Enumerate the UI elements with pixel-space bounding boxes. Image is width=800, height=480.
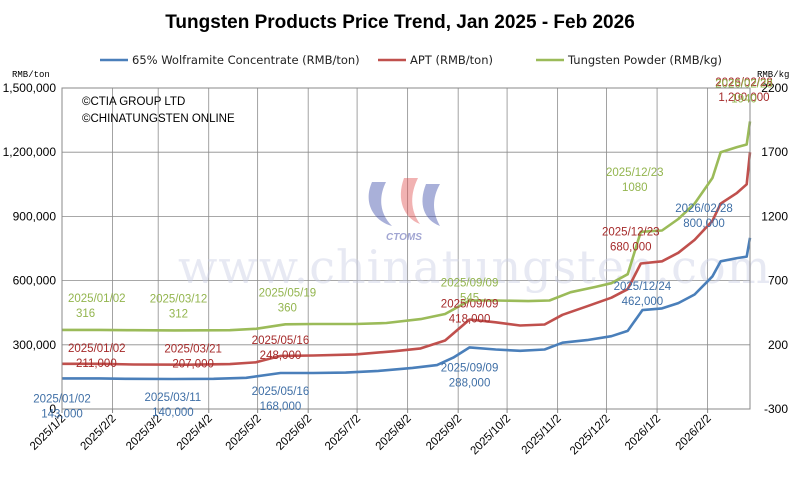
data-label-date: 2025/03/12 xyxy=(150,293,208,305)
data-label-date: 2025/09/09 xyxy=(441,362,499,374)
watermark-logo-right-mark xyxy=(422,184,440,226)
data-label-value: 545 xyxy=(460,293,479,305)
data-label-value: 360 xyxy=(278,302,297,314)
copyright-line-2: ©CHINATUNGSTEN ONLINE xyxy=(82,113,235,125)
data-label-value: 1080 xyxy=(622,182,648,194)
right-axis-tick-label: 700 xyxy=(768,274,788,288)
data-label-value: 316 xyxy=(76,308,95,320)
legend-label-wolframite: 65% Wolframite Concentrate (RMB/ton) xyxy=(132,53,360,67)
right-axis-tick-label: 1200 xyxy=(761,209,788,223)
data-label-value: 168,000 xyxy=(260,401,302,413)
data-label-value: 418,000 xyxy=(449,314,491,326)
data-label-date: 2025/05/16 xyxy=(252,386,310,398)
data-label-date: 2025/12/23 xyxy=(602,226,660,238)
right-axis-ticks: -300 200 700 1200 1700 2200 xyxy=(761,81,788,416)
left-axis-tick-label: 600,000 xyxy=(13,274,57,288)
watermark: CTOMS www.chinatungsten.com xyxy=(178,178,771,294)
watermark-logo-left-mark xyxy=(368,182,392,226)
data-label-value: 800,000 xyxy=(683,218,725,230)
data-label-value: 1,200,000 xyxy=(718,92,769,104)
chart-title: Tungsten Products Price Trend, Jan 2025 … xyxy=(165,12,635,33)
series-line-apt xyxy=(62,152,752,367)
legend: 65% Wolframite Concentrate (RMB/ton) APT… xyxy=(100,53,722,67)
right-axis-unit: RMB/kg xyxy=(757,70,789,80)
copyright-line-1: ©CTIA GROUP LTD xyxy=(82,96,185,108)
data-label-date: 2026/02/28 xyxy=(715,77,773,89)
data-label-date: 2026/02/28 xyxy=(675,203,733,215)
right-axis-tick-label: 200 xyxy=(768,338,788,352)
data-label-value: 248,000 xyxy=(260,350,302,362)
data-label-date: 2025/01/02 xyxy=(68,293,126,305)
data-label-date: 2025/12/23 xyxy=(606,167,664,179)
data-label-value: 211,000 xyxy=(76,358,117,370)
data-label-value: 140,000 xyxy=(152,407,194,419)
data-label-value: 1940 xyxy=(731,93,757,105)
watermark-logo: CTOMS xyxy=(368,178,440,243)
data-label-value: 462,000 xyxy=(622,296,664,308)
data-label-date: 2025/01/02 xyxy=(68,343,126,355)
watermark-text: www.chinatungsten.com xyxy=(178,240,771,294)
right-axis-tick-label: 1700 xyxy=(761,145,788,159)
right-axis-tick-label: 2200 xyxy=(761,81,788,95)
data-label-date: 2025/01/02 xyxy=(33,393,91,405)
data-label-date: 2025/12/24 xyxy=(614,281,672,293)
data-label-date: 2025/05/16 xyxy=(252,335,310,347)
legend-label-tungsten-powder: Tungsten Powder (RMB/kg) xyxy=(567,53,722,67)
legend-label-apt: APT (RMB/ton) xyxy=(410,53,493,67)
watermark-logo-center-mark xyxy=(400,178,420,224)
left-axis-unit: RMB/ton xyxy=(12,70,50,80)
data-label-value: 288,000 xyxy=(449,377,491,389)
series-line-wolframite xyxy=(62,237,752,381)
data-label-date: 2026/02/28 xyxy=(715,78,773,90)
data-labels: 2025/01/02 143,000 2025/03/11 140,000 2025/0… xyxy=(33,77,773,420)
watermark-logo-text: CTOMS xyxy=(386,232,422,243)
data-label-value: 680,000 xyxy=(610,241,652,253)
plot-area-border xyxy=(61,87,751,410)
left-axis-ticks: 0 300,000 600,000 900,000 1,200,000 1,500,000 xyxy=(3,81,57,416)
data-label-value: 312 xyxy=(169,308,188,320)
left-axis-tick-label: 900,000 xyxy=(13,209,57,223)
data-label-value: 207,000 xyxy=(172,359,214,371)
left-axis-tick-label: 1,500,000 xyxy=(3,81,57,95)
series-line-tungsten-powder xyxy=(62,121,752,332)
data-label-date: 2025/09/09 xyxy=(441,299,499,311)
series-lines xyxy=(62,121,752,381)
left-axis-tick-label: 1,200,000 xyxy=(3,145,57,159)
data-label-date: 2025/05/19 xyxy=(259,287,317,299)
data-label-date: 2025/03/11 xyxy=(145,392,202,404)
data-label-date: 2025/09/09 xyxy=(441,278,499,290)
left-axis-tick-label: 0 xyxy=(49,402,56,416)
data-label-date: 2025/03/21 xyxy=(164,344,222,356)
data-label-value: 143,000 xyxy=(41,408,83,420)
right-axis-tick-label: -300 xyxy=(764,402,788,416)
left-axis-tick-label: 300,000 xyxy=(13,338,57,352)
